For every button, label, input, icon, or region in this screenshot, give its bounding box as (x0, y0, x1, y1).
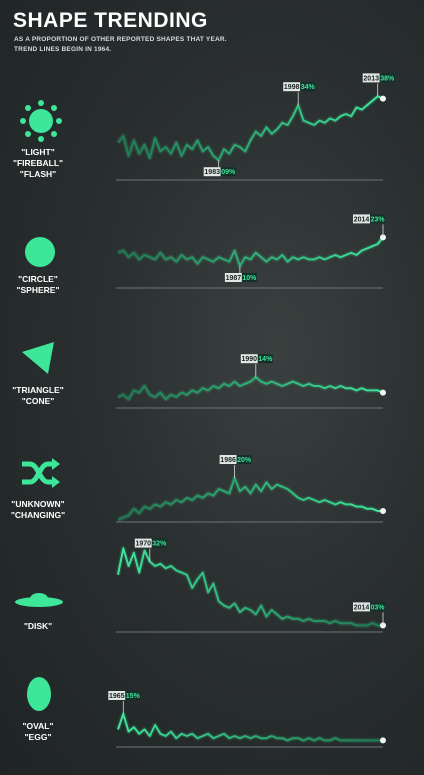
annotation-year: 1983 (204, 169, 220, 176)
annotation-value-box (370, 602, 385, 612)
annotation-year: 1965 (109, 693, 125, 700)
annotation-year-box (219, 455, 237, 464)
saucer-icon (14, 590, 64, 615)
series-line (117, 95, 384, 162)
annotation-year: 1998 (284, 84, 300, 91)
series-end-point (380, 622, 386, 629)
panel-light: "LIGHT" "FIREBALL" "FLASH" 1983 09% 1998 34… (0, 73, 424, 198)
panel-oval-labels: "OVAL" "EGG" (0, 721, 76, 743)
annotation-year-box (203, 167, 221, 177)
disk-trend-chart: 1970 32% 2014 03% (115, 538, 386, 633)
shape-label: "UNKNOWN" (11, 499, 65, 509)
annotation-year-box (283, 82, 301, 92)
series-end-point (380, 95, 386, 102)
annotation-value: 15% (126, 693, 141, 700)
sun-icon (20, 100, 62, 147)
shape-label: "DISK" (23, 621, 53, 631)
shape-label: "CIRCLE" (18, 274, 58, 284)
annotation-value: 09% (221, 169, 236, 176)
annotation-year: 1990 (242, 356, 258, 363)
annotation-year-box (353, 214, 370, 224)
panel-triangle: "TRIANGLE" "CONE" 1990 14% (0, 316, 424, 434)
oval-trend-chart: 1965 15% (108, 691, 386, 748)
series-end-point (380, 508, 386, 514)
series-end-point (380, 737, 386, 744)
series-glow (116, 93, 384, 163)
oval-icon (26, 676, 52, 717)
annotation-value-box (257, 354, 273, 364)
shape-label: "OVAL" (22, 721, 54, 731)
shape-label: "CONE" (21, 396, 55, 406)
annotation-value: 34% (301, 84, 316, 91)
series-glow (115, 711, 383, 743)
annotation-year-box (240, 354, 258, 364)
shape-label: "CHANGING" (10, 510, 66, 520)
annotation-value: 03% (370, 604, 385, 611)
annotation-value: 14% (258, 356, 273, 363)
series-line (117, 713, 383, 742)
unknown-trend-chart: 1986 20% (116, 455, 386, 523)
panel-unknown: "UNKNOWN" "CHANGING" 1986 20% (0, 434, 424, 552)
panel-triangle-labels: "TRIANGLE" "CONE" (0, 385, 76, 407)
series-glow (117, 235, 385, 269)
annotation-year-box (362, 73, 380, 83)
annotation-value-box (151, 538, 167, 548)
triangle-trend-chart: 1990 14% (116, 354, 386, 409)
shape-label: "TRIANGLE" (12, 385, 64, 395)
panel-light-labels: "LIGHT" "FIREBALL" "FLASH" (0, 147, 76, 180)
series-line (117, 376, 384, 401)
annotation-value: 10% (242, 275, 257, 282)
circle-trend-chart: 1987 10% 2014 23% (116, 214, 386, 289)
light-trend-chart: 1983 09% 1998 34% 2013 38% (116, 73, 395, 181)
annotation-value-box (379, 73, 395, 83)
subtitle-line-1: AS A PROPORTION OF OTHER REPORTED SHAPES… (14, 36, 227, 43)
annotation-value-box (241, 273, 257, 282)
annotation-value: 32% (152, 541, 167, 548)
shape-label: "LIGHT" (21, 147, 55, 157)
annotation-value-box (125, 691, 141, 700)
shape-label: "EGG" (24, 732, 52, 742)
panel-circle: "CIRCLE" "SPHERE" 1987 10% 2014 23% (0, 198, 424, 316)
circle-icon (24, 236, 56, 273)
panel-disk-labels: "DISK" (0, 621, 76, 632)
shuffle-icon (20, 458, 60, 493)
annotation-year-box (353, 602, 370, 612)
page-title: SHAPE TRENDING (13, 9, 208, 32)
series-glow (117, 475, 383, 523)
triangle-icon (20, 340, 56, 381)
annotation-year: 1970 (136, 541, 152, 548)
annotation-year: 1987 (226, 275, 242, 282)
panel-oval: "OVAL" "EGG" 1965 15% (0, 657, 424, 775)
shape-label: "FIREBALL" (12, 158, 64, 168)
series-line (117, 236, 384, 267)
series-glow (115, 545, 383, 628)
annotation-value-box (370, 214, 385, 224)
panel-circle-labels: "CIRCLE" "SPHERE" (0, 274, 76, 296)
annotation-value: 38% (380, 75, 395, 82)
shape-label: "FLASH" (19, 169, 57, 179)
annotation-value-box (300, 82, 316, 92)
annotation-year: 2014 (354, 604, 370, 611)
panel-unknown-labels: "UNKNOWN" "CHANGING" (0, 499, 76, 521)
annotation-value: 20% (237, 457, 252, 464)
panel-disk: "DISK" 1970 32% 2014 03% (0, 538, 424, 670)
annotation-year-box (134, 538, 152, 548)
annotation-year: 2013 (363, 75, 379, 82)
annotation-year-box (108, 691, 126, 700)
subtitle-line-2: TREND LINES BEGIN IN 1964. (14, 46, 112, 53)
series-end-point (380, 389, 386, 396)
annotation-value: 23% (370, 216, 385, 223)
series-line (117, 547, 383, 627)
annotation-value-box (236, 455, 252, 464)
annotation-year: 1986 (220, 457, 236, 464)
annotation-value-box (220, 167, 236, 177)
shape-label: "SPHERE" (16, 285, 60, 295)
annotation-year-box (224, 273, 242, 282)
series-line (117, 477, 383, 521)
annotation-year: 2014 (354, 216, 370, 223)
